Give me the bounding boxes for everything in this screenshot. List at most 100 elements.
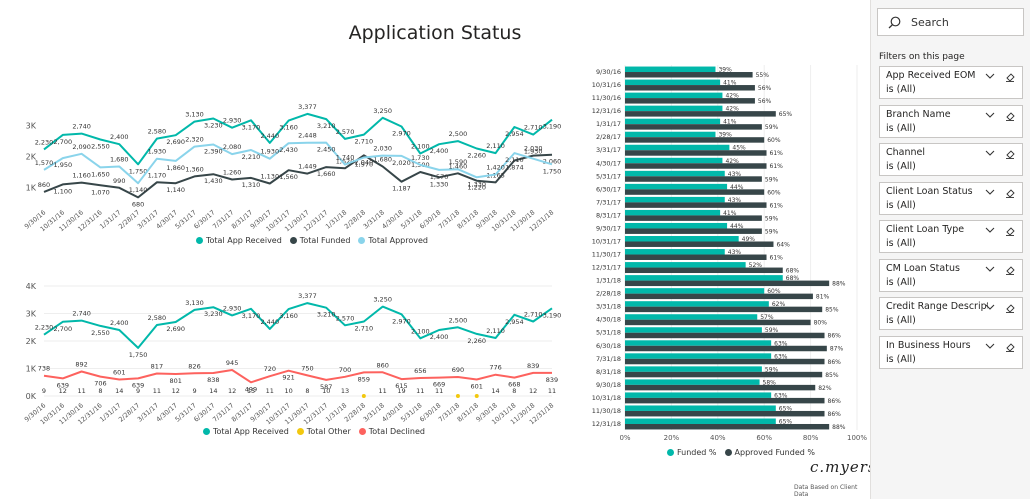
data-label: 1,570 xyxy=(35,159,54,167)
legend-item[interactable]: Total App Received xyxy=(203,427,289,436)
data-label: 1,220 xyxy=(467,184,486,192)
filter-name: Credit Range Description xyxy=(886,301,988,312)
data-label: 2,440 xyxy=(260,318,279,326)
y-tick-label: 3K xyxy=(26,310,37,319)
chevron-down-icon[interactable] xyxy=(985,265,995,273)
chevron-down-icon[interactable] xyxy=(985,188,995,196)
data-label: 2,390 xyxy=(204,147,223,155)
data-label: 839 xyxy=(546,376,558,384)
legend-item[interactable]: Approved Funded % xyxy=(724,448,815,457)
data-label: 690 xyxy=(452,366,464,374)
filter-value: is (All) xyxy=(886,276,916,288)
bar xyxy=(625,423,830,430)
chevron-down-icon[interactable] xyxy=(985,303,995,311)
chevron-down-icon[interactable] xyxy=(985,226,995,234)
legend-item[interactable]: Total App Received xyxy=(196,236,282,245)
eraser-icon[interactable] xyxy=(1005,226,1015,236)
data-label: 1,750 xyxy=(543,167,562,175)
legend-item[interactable]: Funded % xyxy=(667,448,717,457)
data-label: 2,710 xyxy=(524,310,543,318)
data-label: 56% xyxy=(758,98,772,105)
data-label: 8 xyxy=(305,387,309,395)
data-label: 817 xyxy=(151,363,163,371)
filter-card[interactable]: Client Loan Status is (All) xyxy=(879,181,1023,215)
bar xyxy=(625,66,716,73)
data-label: 43% xyxy=(728,171,742,178)
bar xyxy=(625,85,755,91)
chevron-down-icon[interactable] xyxy=(985,342,995,350)
data-label: 59% xyxy=(765,327,779,334)
filter-card[interactable]: Branch Name is (All) xyxy=(879,104,1023,138)
filter-card[interactable]: App Received EOM is (All) xyxy=(879,66,1023,99)
data-label: 59% xyxy=(765,228,779,235)
chart1-legend: Total App Received Total Funded Total Appr… xyxy=(196,236,428,245)
eraser-icon[interactable] xyxy=(1005,72,1015,82)
data-label: 2,954 xyxy=(505,318,524,326)
data-label: 1,860 xyxy=(166,164,185,172)
bar xyxy=(625,215,762,221)
legend-item[interactable]: Total Other xyxy=(296,427,351,436)
bar xyxy=(625,392,772,398)
filter-card[interactable]: In Business Hours is (All) xyxy=(879,335,1023,369)
data-label: 2,110 xyxy=(505,156,524,164)
bar xyxy=(625,124,762,130)
line-chart-app-other-declined[interactable]: 0K1K2K3K4K9/30/1610/31/1611/30/1612/31/1… xyxy=(0,280,570,426)
eraser-icon[interactable] xyxy=(1005,303,1015,313)
filter-card[interactable]: CM Loan Status is (All) xyxy=(879,258,1023,292)
legend-item[interactable]: Total Funded xyxy=(289,236,350,245)
filter-card[interactable]: Client Loan Type is (All) xyxy=(879,220,1023,253)
chevron-down-icon[interactable] xyxy=(985,111,995,119)
data-label: 59% xyxy=(765,215,779,222)
bar xyxy=(625,189,765,195)
bar xyxy=(625,228,762,234)
y-tick-label: 3/31/17 xyxy=(596,146,621,154)
data-label: 2,930 xyxy=(223,117,242,125)
data-label: 43% xyxy=(728,249,742,256)
data-label: 11 xyxy=(379,387,387,395)
data-label: 2,080 xyxy=(223,143,242,151)
data-label: 892 xyxy=(75,360,87,368)
bar xyxy=(625,418,776,424)
bar xyxy=(625,222,728,229)
eraser-icon[interactable] xyxy=(1005,149,1015,159)
data-label: 587 xyxy=(320,383,332,391)
data-label: 41% xyxy=(723,80,737,87)
chevron-down-icon[interactable] xyxy=(985,72,995,80)
data-label: 1,750 xyxy=(129,351,148,359)
data-label: 3,210 xyxy=(317,122,336,130)
bar xyxy=(625,306,823,313)
filter-search-box[interactable]: Search xyxy=(877,8,1024,36)
bar xyxy=(625,196,725,203)
bar-chart-funded-percent[interactable]: 0% 20% 40% 60% 80% 100% 9/30/16 39% 55% 10/31/16 4… xyxy=(580,62,870,447)
data-label: 8 xyxy=(98,387,102,395)
legend-marker xyxy=(296,428,304,435)
data-label: 3,377 xyxy=(298,292,317,300)
y-tick-label: 5/31/18 xyxy=(596,329,621,337)
line-chart-app-funded-approved[interactable]: 1K2K3K9/30/1610/31/1611/30/1612/31/161/3… xyxy=(0,95,570,235)
chart3-legend: Funded % Approved Funded % xyxy=(667,448,815,457)
chevron-down-icon[interactable] xyxy=(985,149,995,157)
eraser-icon[interactable] xyxy=(1005,342,1015,352)
data-label: 63% xyxy=(774,392,788,399)
legend-item[interactable]: Total Approved xyxy=(358,236,428,245)
data-label: 60% xyxy=(767,189,781,196)
data-label: 49% xyxy=(742,236,756,243)
eraser-icon[interactable] xyxy=(1005,265,1015,275)
eraser-icon[interactable] xyxy=(1005,111,1015,121)
data-label: 65% xyxy=(779,405,793,412)
bar xyxy=(625,249,725,255)
data-label: 68% xyxy=(786,275,800,282)
data-label: 2,110 xyxy=(486,327,505,335)
bar xyxy=(625,144,730,151)
legend-item[interactable]: Total Declined xyxy=(358,427,425,436)
eraser-icon[interactable] xyxy=(1005,188,1015,198)
data-label: 45% xyxy=(732,145,746,152)
filter-card[interactable]: Credit Range Description is (All) xyxy=(879,297,1023,330)
data-label: 52% xyxy=(749,262,763,269)
filter-card[interactable]: Channel is (All) xyxy=(879,143,1023,176)
data-label: 64% xyxy=(776,241,790,248)
report-canvas: Application Status 1K 2K 3K 9/30/16 10/31/16… xyxy=(0,22,876,498)
data-label: 2,430 xyxy=(279,146,298,154)
data-label: 39% xyxy=(718,67,732,74)
data-label: 3,130 xyxy=(185,111,204,119)
